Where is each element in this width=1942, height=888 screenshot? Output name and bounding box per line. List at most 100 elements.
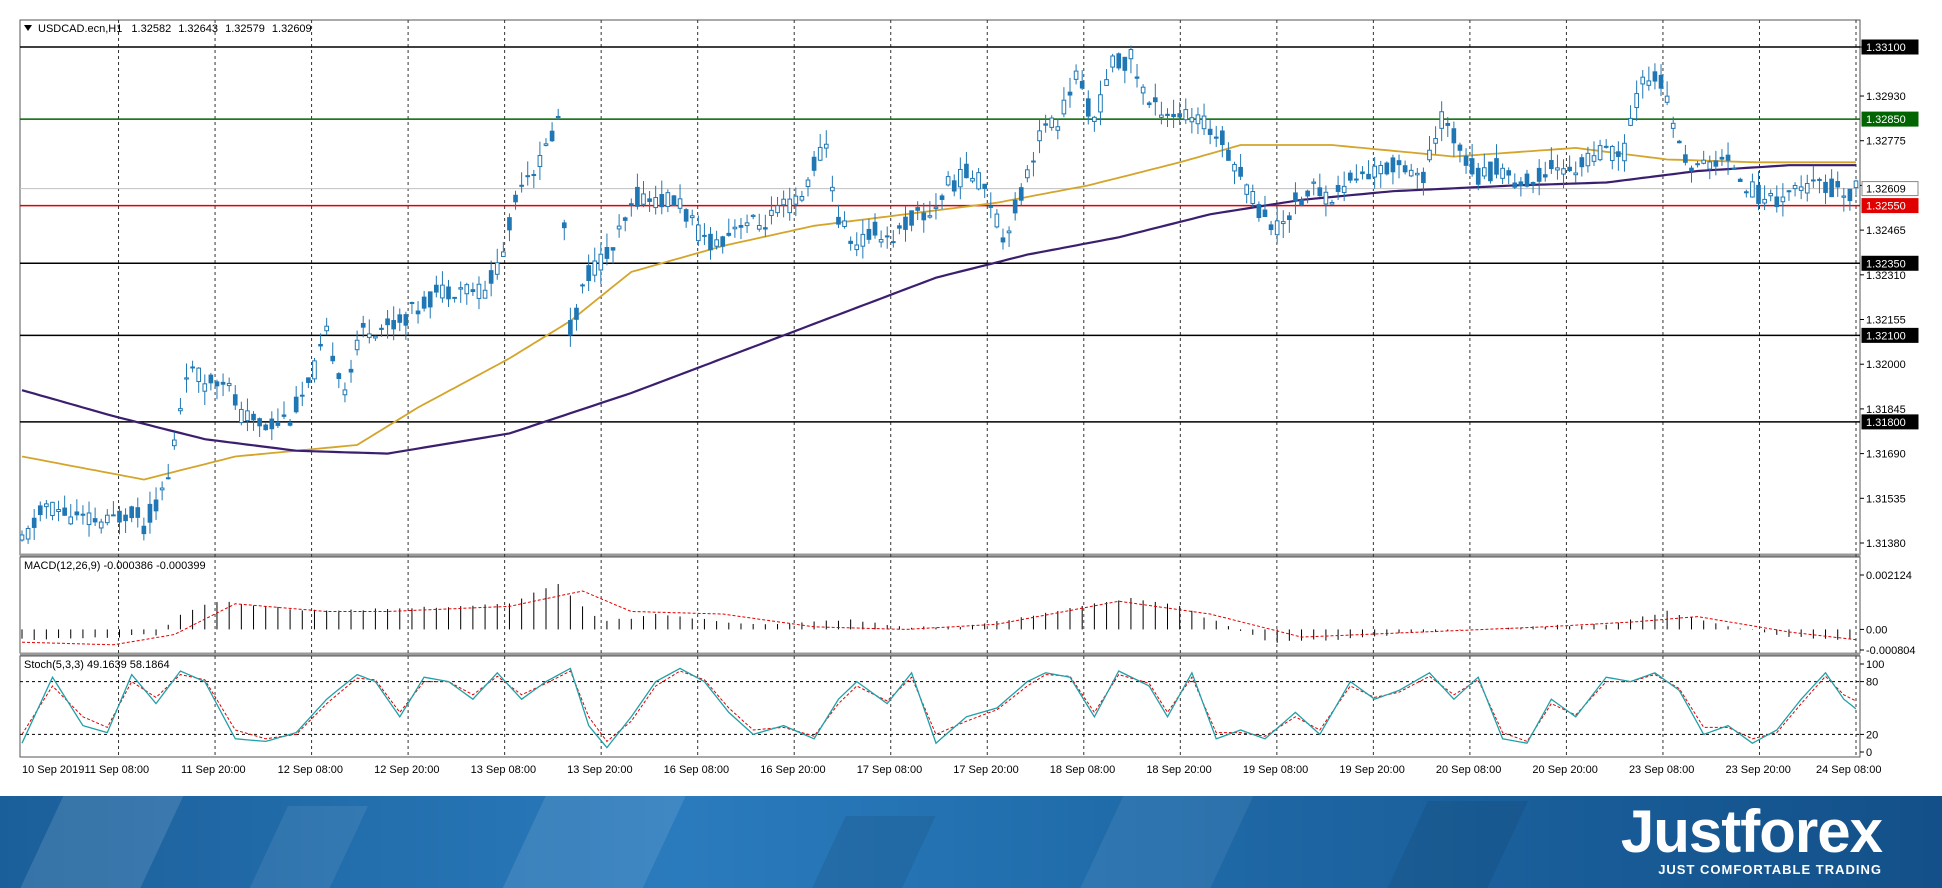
candle-body[interactable] (568, 320, 573, 336)
candle-body[interactable] (641, 193, 646, 205)
candle-body[interactable] (805, 179, 811, 188)
candle-body[interactable] (1719, 156, 1725, 160)
candle-body[interactable] (1299, 199, 1304, 206)
candle-body[interactable] (507, 217, 512, 231)
candle-body[interactable] (1817, 178, 1822, 181)
candle-body[interactable] (1287, 215, 1292, 221)
candle-body[interactable] (1689, 167, 1694, 172)
candle-body[interactable] (909, 210, 914, 226)
candle-body[interactable] (702, 234, 707, 237)
candle-body[interactable] (220, 381, 226, 385)
candle-body[interactable] (1073, 70, 1079, 80)
candle-body[interactable] (1555, 167, 1560, 171)
candle-body[interactable] (446, 286, 451, 300)
candle-body[interactable] (440, 284, 445, 299)
candle-body[interactable] (147, 503, 153, 523)
candle-body[interactable] (1244, 184, 1250, 195)
candle-body[interactable] (385, 318, 390, 326)
candle-body[interactable] (799, 195, 805, 201)
candle-body[interactable] (884, 235, 890, 238)
candle-body[interactable] (281, 414, 287, 417)
candle-body[interactable] (458, 287, 464, 290)
candle-body[interactable] (1506, 170, 1512, 176)
candle-body[interactable] (1110, 55, 1115, 68)
candle-body[interactable] (257, 418, 262, 427)
candle-body[interactable] (184, 377, 189, 380)
candle-body[interactable] (1006, 230, 1012, 234)
candle-body[interactable] (263, 424, 269, 431)
candle-body[interactable] (501, 251, 506, 257)
candle-body[interactable] (1445, 122, 1451, 126)
candle-body[interactable] (714, 239, 719, 247)
candle-body[interactable] (1433, 138, 1438, 144)
candle-body[interactable] (354, 339, 360, 351)
candle-body[interactable] (1475, 167, 1481, 185)
candle-body[interactable] (836, 216, 841, 225)
candle-body[interactable] (251, 413, 256, 421)
candle-body[interactable] (172, 439, 177, 447)
candle-body[interactable] (1165, 113, 1170, 117)
candle-body[interactable] (1549, 160, 1554, 170)
candle-body[interactable] (312, 360, 317, 380)
candle-body[interactable] (1603, 145, 1609, 148)
candle-body[interactable] (1079, 80, 1085, 89)
candle-body[interactable] (1414, 172, 1420, 176)
candle-body[interactable] (1256, 204, 1262, 219)
candle-body[interactable] (1262, 209, 1268, 218)
candle-body[interactable] (178, 408, 183, 412)
candle-body[interactable] (543, 143, 549, 146)
candle-body[interactable] (1335, 184, 1341, 192)
candle-body[interactable] (1713, 160, 1719, 167)
candle-body[interactable] (80, 513, 86, 516)
candle-body[interactable] (269, 418, 275, 430)
candle-body[interactable] (750, 214, 756, 217)
candle-body[interactable] (830, 186, 835, 192)
candle-body[interactable] (1762, 198, 1767, 204)
candle-body[interactable] (1268, 224, 1274, 231)
candle-body[interactable] (1098, 94, 1103, 113)
candle-body[interactable] (848, 240, 853, 244)
candle-body[interactable] (1530, 182, 1536, 185)
candle-body[interactable] (927, 215, 933, 218)
candle-body[interactable] (245, 410, 250, 422)
candle-body[interactable] (1128, 49, 1134, 60)
candle-body[interactable] (756, 225, 762, 230)
candle-body[interactable] (403, 314, 409, 326)
candle-body[interactable] (1804, 183, 1810, 194)
candle-body[interactable] (19, 534, 25, 541)
candle-body[interactable] (1658, 74, 1664, 89)
candle-body[interactable] (1378, 164, 1384, 175)
candle-body[interactable] (366, 333, 372, 338)
candle-body[interactable] (561, 222, 567, 229)
candle-body[interactable] (232, 394, 238, 406)
candle-body[interactable] (31, 517, 37, 528)
candle-body[interactable] (653, 197, 658, 209)
candle-body[interactable] (427, 291, 433, 308)
candle-body[interactable] (1116, 53, 1122, 69)
candle-body[interactable] (732, 226, 738, 230)
candle-body[interactable] (1567, 166, 1572, 172)
candle-body[interactable] (196, 367, 202, 383)
candle-body[interactable] (988, 205, 994, 208)
candle-body[interactable] (1683, 154, 1688, 163)
candle-body[interactable] (1798, 186, 1804, 191)
candle-body[interactable] (1768, 192, 1774, 197)
candle-body[interactable] (1780, 196, 1786, 203)
candle-body[interactable] (1347, 172, 1353, 181)
candle-body[interactable] (86, 512, 92, 526)
candle-body[interactable] (1573, 172, 1579, 176)
candle-body[interactable] (1786, 190, 1792, 193)
candle-body[interactable] (1146, 102, 1152, 106)
candle-body[interactable] (50, 501, 55, 517)
candle-body[interactable] (153, 499, 159, 512)
candle-body[interactable] (239, 408, 244, 424)
candle-body[interactable] (1652, 71, 1658, 82)
candle-body[interactable] (68, 516, 74, 525)
candle-body[interactable] (1731, 167, 1737, 170)
candle-body[interactable] (1451, 128, 1457, 144)
candle-body[interactable] (604, 247, 610, 259)
candle-body[interactable] (921, 212, 927, 221)
moving-average-fast-line[interactable] (21, 144, 1856, 481)
candle-body[interactable] (1329, 202, 1335, 205)
candle-body[interactable] (141, 525, 147, 535)
